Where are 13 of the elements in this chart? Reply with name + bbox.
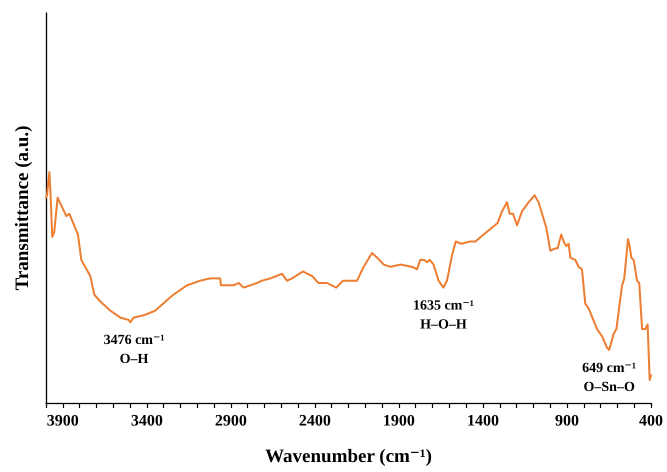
x-tick-label: 900: [554, 412, 579, 430]
x-tick-label: 3900: [46, 412, 79, 430]
x-tick-label: 1900: [382, 412, 415, 430]
y-axis-title: Transmittance (a.u.): [12, 126, 33, 290]
annotation: 3476 cm⁻¹ O–H: [104, 333, 165, 368]
x-tick-label: 2900: [214, 412, 247, 430]
annotation: 649 cm⁻¹ O–Sn–O: [582, 360, 636, 395]
x-tick-label: 2400: [298, 412, 331, 430]
annotation: 1635 cm⁻¹ H–O–H: [412, 298, 474, 333]
x-tick-label: 3400: [130, 412, 163, 430]
x-axis-title: Wavenumber (cm⁻¹): [265, 446, 432, 467]
x-tick-label: 1400: [466, 412, 499, 430]
x-tick-label: 400: [639, 412, 663, 430]
